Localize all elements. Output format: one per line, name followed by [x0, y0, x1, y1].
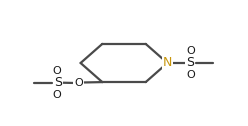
Text: O: O	[186, 70, 195, 80]
Text: O: O	[186, 46, 195, 56]
Text: O: O	[74, 78, 83, 88]
Text: S: S	[186, 56, 194, 70]
Text: O: O	[52, 66, 61, 76]
Text: S: S	[54, 76, 62, 89]
Text: O: O	[52, 90, 61, 100]
Text: N: N	[163, 56, 172, 70]
